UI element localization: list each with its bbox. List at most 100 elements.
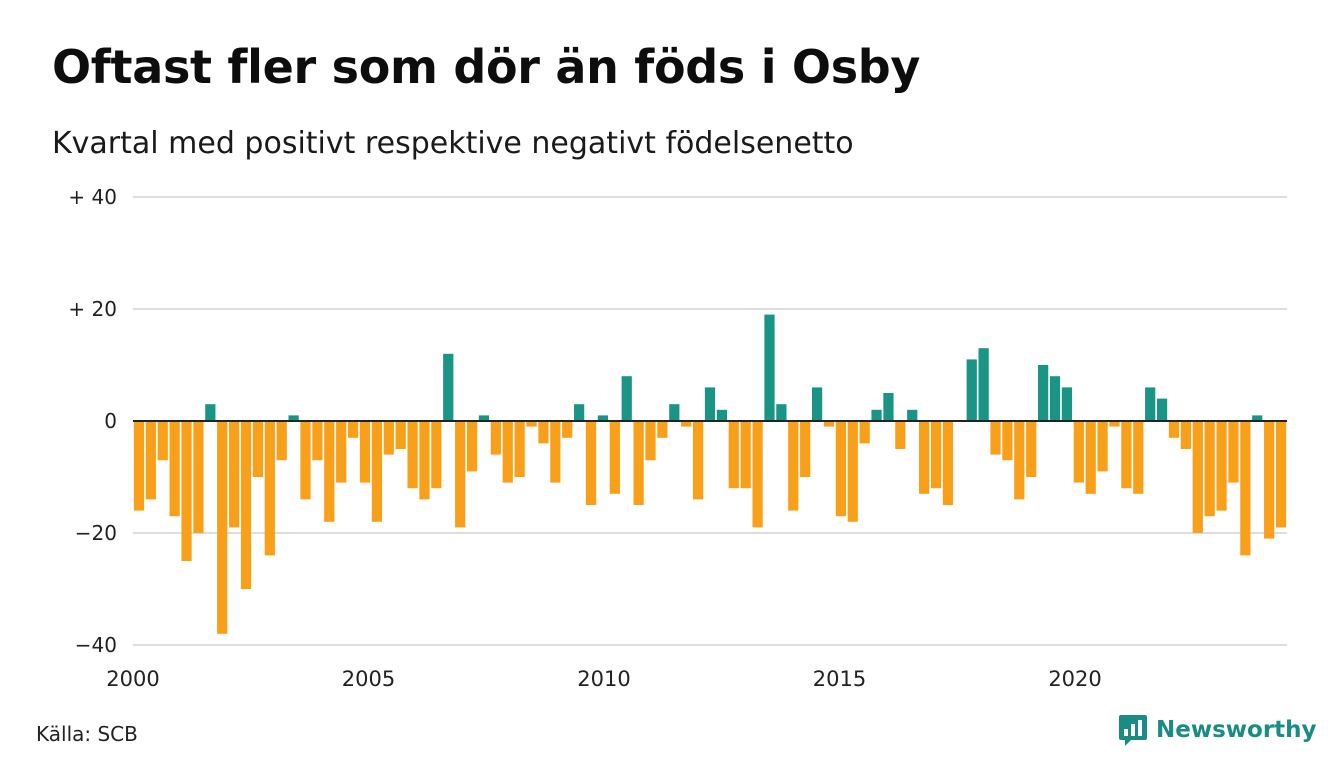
bar — [621, 376, 632, 421]
bar — [788, 421, 799, 511]
bar — [514, 421, 525, 477]
bar — [740, 421, 751, 489]
bar — [145, 421, 156, 500]
bar — [526, 421, 537, 427]
bar — [1180, 421, 1191, 449]
bar — [597, 415, 609, 421]
bar — [490, 421, 501, 455]
source-note: Källa: SCB — [36, 722, 138, 746]
bar — [847, 421, 858, 522]
bar — [288, 415, 299, 421]
bar — [300, 421, 311, 500]
bar — [407, 421, 418, 489]
bar — [1275, 421, 1287, 528]
bar — [324, 421, 335, 522]
bar — [1228, 421, 1239, 483]
bar — [562, 421, 573, 438]
bar — [883, 393, 894, 421]
bar — [716, 409, 728, 421]
bar — [800, 421, 811, 477]
bar — [347, 421, 359, 438]
bar — [371, 421, 382, 522]
bar — [1002, 421, 1013, 461]
grid-lines — [133, 196, 1287, 646]
bar — [1264, 421, 1275, 539]
bar — [169, 421, 180, 517]
brand-logo: Newsworthy — [1118, 712, 1317, 748]
bar — [776, 404, 787, 421]
chart-title: Oftast fler som dör än föds i Osby — [52, 40, 921, 94]
bar — [978, 348, 989, 421]
bar — [1026, 421, 1037, 477]
bar — [1014, 421, 1025, 500]
bar-chart: + 40 + 20 0 −20 −40 2000 2005 2010 2015 2020 — [68, 185, 1287, 691]
bar — [669, 404, 680, 421]
bar — [1156, 398, 1168, 421]
bar — [585, 421, 597, 505]
y-tick-label: + 40 — [68, 185, 117, 209]
bar — [1073, 421, 1084, 483]
x-axis-labels: 2000 2005 2010 2015 2020 — [106, 667, 1101, 691]
bar — [419, 421, 430, 500]
y-axis-labels: + 40 + 20 0 −20 −40 — [68, 185, 117, 657]
y-tick-label: −20 — [75, 521, 117, 545]
bar — [752, 421, 763, 528]
x-tick-label: 2010 — [577, 667, 630, 691]
brand-name: Newsworthy — [1156, 717, 1317, 743]
bar — [1168, 421, 1180, 438]
bar — [1109, 421, 1120, 427]
bar — [930, 421, 942, 489]
bar — [704, 387, 716, 421]
bar — [312, 421, 323, 461]
bar — [336, 421, 347, 483]
bar — [1049, 376, 1061, 421]
bar — [157, 421, 168, 461]
x-tick-label: 2005 — [342, 667, 395, 691]
bar — [1252, 415, 1263, 421]
bar — [645, 421, 656, 461]
x-tick-label: 2000 — [106, 667, 159, 691]
bar — [276, 421, 287, 461]
bar — [895, 421, 906, 449]
bar — [431, 421, 442, 489]
bar — [193, 421, 204, 533]
bar — [1204, 421, 1215, 517]
bar — [205, 404, 216, 421]
bar — [728, 421, 739, 489]
bar — [1216, 421, 1227, 511]
bar — [990, 421, 1001, 455]
bar — [1038, 365, 1049, 421]
y-tick-label: + 20 — [68, 297, 117, 321]
bar — [764, 314, 775, 421]
bar — [633, 421, 644, 505]
bar — [574, 404, 585, 421]
bar — [455, 421, 466, 528]
bar — [823, 421, 835, 427]
bar — [1085, 421, 1096, 494]
bar — [871, 409, 882, 421]
bar — [609, 421, 620, 494]
bar — [692, 421, 704, 500]
x-tick-label: 2015 — [813, 667, 866, 691]
bar — [811, 387, 823, 421]
bar — [550, 421, 561, 483]
bar — [133, 421, 145, 511]
bar — [681, 421, 692, 427]
bar — [181, 421, 192, 561]
bar — [859, 421, 870, 444]
bar — [478, 415, 490, 421]
bar — [1061, 387, 1073, 421]
bar — [1145, 387, 1156, 421]
bar — [264, 421, 275, 556]
bar — [1192, 421, 1203, 533]
bar — [252, 421, 264, 477]
bar — [359, 421, 371, 483]
bar — [1097, 421, 1108, 472]
bar — [229, 421, 240, 528]
bar — [443, 353, 454, 421]
bar — [395, 421, 406, 449]
bar — [1240, 421, 1251, 556]
newsworthy-logo-icon — [1119, 715, 1147, 746]
bar — [383, 421, 394, 455]
bar — [217, 421, 228, 634]
